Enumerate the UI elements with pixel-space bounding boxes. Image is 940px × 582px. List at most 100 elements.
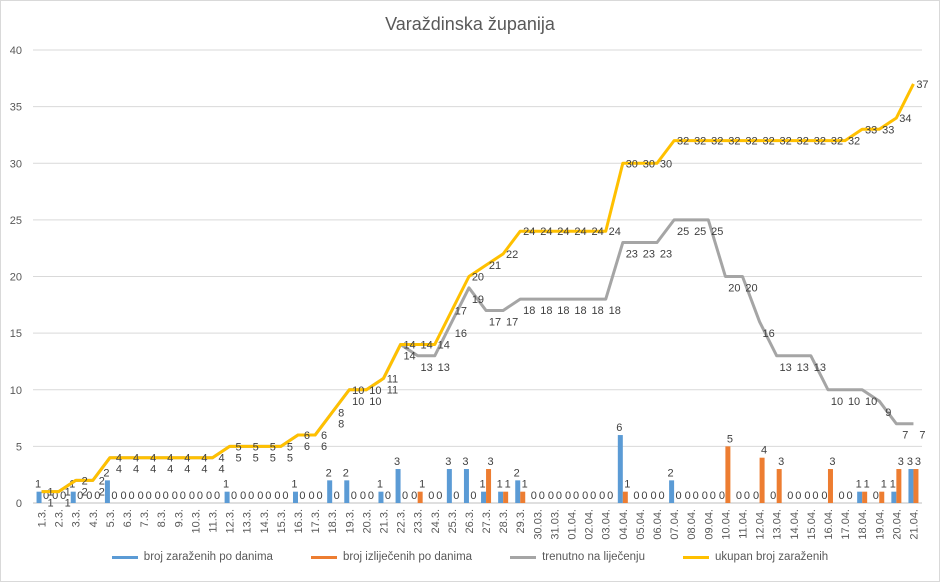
data-label-active: 23 [660, 249, 672, 261]
bar-new [857, 491, 863, 503]
data-label-new: 0 [599, 490, 605, 502]
x-tick-label: 25.3. [447, 509, 459, 533]
data-label-active: 10 [352, 396, 364, 408]
data-label-total: 4 [218, 453, 224, 465]
data-label-total: 4 [150, 453, 156, 465]
bar-new [327, 480, 333, 503]
data-label-active: 18 [557, 305, 569, 317]
data-label-total: 10 [352, 385, 364, 397]
x-tick-label: 18.04. [857, 509, 869, 540]
data-label-recovered: 1 [505, 479, 511, 491]
data-label-new: 1 [479, 479, 485, 491]
data-label-new: 0 [582, 490, 588, 502]
data-label-recovered: 3 [487, 456, 493, 468]
data-label-total: 14 [438, 339, 450, 351]
x-tick-label: 09.04. [703, 509, 715, 540]
data-label-active: 4 [116, 464, 122, 476]
data-label-new: 2 [514, 467, 520, 479]
data-label-total: 32 [762, 136, 774, 148]
data-label-recovered: 0 [231, 490, 237, 502]
bar-recovered [862, 491, 868, 503]
data-label-new: 0 [787, 490, 793, 502]
data-label-new: 3 [445, 456, 451, 468]
data-label-active: 25 [694, 226, 706, 238]
bar-recovered [896, 469, 902, 503]
bar-new [463, 469, 469, 503]
data-label-recovered: 0 [197, 490, 203, 502]
bar-new [481, 491, 487, 503]
x-tick-label: 14.3. [259, 509, 271, 533]
x-tick-label: 29.3. [515, 509, 527, 533]
data-label-total: 22 [506, 249, 518, 261]
data-label-new: 0 [702, 490, 708, 502]
bar-new [395, 469, 401, 503]
x-tick-label: 03.04. [601, 509, 613, 540]
data-label-total: 1 [47, 487, 53, 499]
data-label-active: 4 [218, 464, 224, 476]
x-tick-label: 28.3. [498, 509, 510, 533]
data-label-total: 32 [728, 136, 740, 148]
bar-recovered [520, 491, 526, 503]
data-label-recovered: 1 [881, 479, 887, 491]
data-label-recovered: 0 [470, 490, 476, 502]
bar-new [224, 491, 230, 503]
data-label-total: 24 [523, 226, 535, 238]
data-label-recovered: 0 [94, 490, 100, 502]
data-label-total: 5 [270, 441, 276, 453]
data-label-active: 16 [762, 328, 774, 340]
x-tick-label: 10.04. [720, 509, 732, 540]
data-label-new: 1 [69, 479, 75, 491]
data-label-active: 4 [167, 464, 173, 476]
data-label-total: 21 [489, 260, 501, 272]
x-tick-label: 7.3. [139, 509, 151, 527]
x-tick-label: 15.04. [806, 509, 818, 540]
data-label-new: 0 [189, 490, 195, 502]
data-label-recovered: 3 [915, 456, 921, 468]
bar-new [515, 480, 521, 503]
legend: broj zaraženih po danima broj izliječeni… [0, 551, 940, 563]
data-label-total: 34 [899, 113, 911, 125]
y-tick-label: 40 [10, 45, 22, 57]
x-tick-label: 26.3. [464, 509, 476, 533]
data-label-recovered: 0 [693, 490, 699, 502]
data-label-active: 10 [369, 396, 381, 408]
data-label-active: 1 [65, 498, 71, 510]
data-label-new: 0 [206, 490, 212, 502]
data-label-recovered: 0 [556, 490, 562, 502]
data-label-recovered: 0 [111, 490, 117, 502]
bar-new [70, 491, 76, 503]
data-label-active: 4 [133, 464, 139, 476]
bar-recovered [503, 491, 509, 503]
data-label-total: 33 [882, 124, 894, 136]
data-label-recovered: 3 [778, 456, 784, 468]
data-label-active: 18 [574, 305, 586, 317]
data-label-new: 0 [411, 490, 417, 502]
data-label-new: 0 [257, 490, 263, 502]
bar-new [378, 491, 384, 503]
data-label-new: 0 [650, 490, 656, 502]
x-tick-label: 20.04. [891, 509, 903, 540]
x-tick-label: 31.03. [549, 509, 561, 540]
data-label-recovered: 0 [710, 490, 716, 502]
data-label-active: 13 [438, 362, 450, 374]
bar-new [498, 491, 504, 503]
data-label-new: 0 [770, 490, 776, 502]
data-label-active: 1 [47, 498, 53, 510]
data-label-total: 32 [745, 136, 757, 148]
data-label-active: 2 [99, 486, 105, 498]
x-tick-label: 15.3. [276, 509, 288, 533]
data-label-new: 0 [428, 490, 434, 502]
line-total [41, 83, 915, 494]
data-label-recovered: 0 [676, 490, 682, 502]
data-label-new: 2 [326, 467, 332, 479]
data-label-total: 24 [557, 226, 569, 238]
data-label-total: 32 [831, 136, 843, 148]
y-tick-label: 15 [10, 328, 22, 340]
data-label-new: 1 [497, 479, 503, 491]
data-label-new: 0 [719, 490, 725, 502]
data-label-total: 20 [472, 272, 484, 284]
data-label-new: 1 [35, 479, 41, 491]
legend-swatch [310, 555, 337, 559]
y-tick-label: 30 [10, 158, 22, 170]
